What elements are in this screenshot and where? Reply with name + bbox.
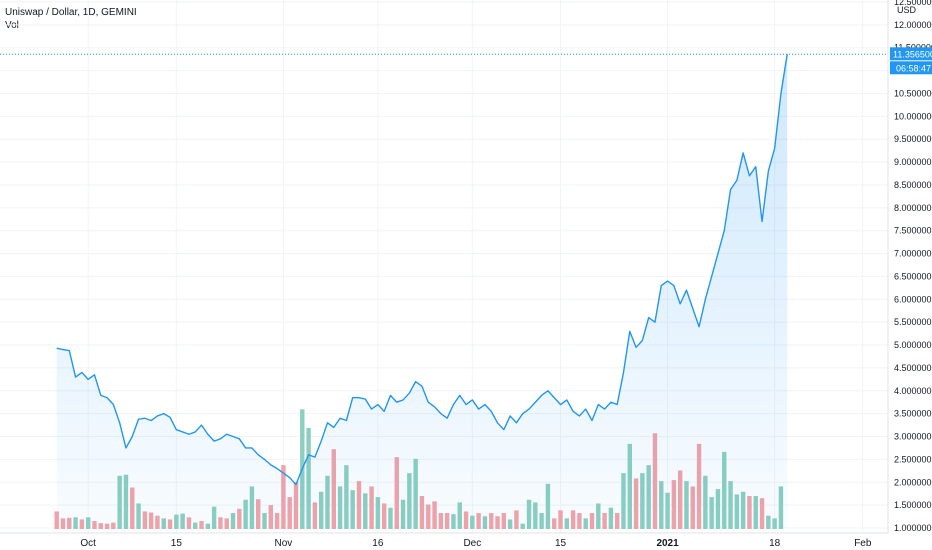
x-tick-label: 15 (555, 538, 567, 549)
y-tick-label: 12.500000 (894, 0, 932, 7)
y-tick-label: 8.500000 (894, 180, 932, 190)
y-tick-label: 5.000000 (894, 340, 932, 350)
y-tick-label: 10.000000 (894, 111, 932, 121)
x-tick-label: Nov (275, 538, 293, 549)
y-tick-label: 6.500000 (894, 271, 932, 281)
chart-title: Uniswap / Dollar, 1D, GEMINI (5, 7, 137, 18)
countdown-badge (890, 61, 932, 75)
chart-legend: Uniswap / Dollar, 1D, GEMINI Vol (5, 6, 137, 32)
price-axis-background (888, 0, 932, 550)
x-tick-label: Feb (854, 538, 872, 549)
time-axis[interactable]: Oct 15 Nov 16 Dec 15 2021 18 Feb (80, 538, 871, 549)
x-tick-label: 16 (372, 538, 384, 549)
y-tick-label: 3.000000 (894, 432, 932, 442)
y-tick-label: 7.500000 (894, 226, 932, 236)
y-tick-label: 1.500000 (894, 500, 932, 510)
y-tick-label: 9.500000 (894, 134, 932, 144)
x-tick-label: Oct (80, 538, 96, 549)
y-tick-label: 3.500000 (894, 409, 932, 419)
price-line-group (56, 54, 788, 486)
y-tick-label: 10.500000 (894, 88, 932, 98)
y-tick-label: 7.000000 (894, 249, 932, 259)
time-axis-background (0, 533, 888, 550)
price-area-fill (56, 54, 788, 528)
y-tick-label: 12.000000 (894, 20, 932, 30)
price-line (56, 54, 788, 486)
y-tick-label: 6.000000 (894, 294, 932, 304)
y-tick-label: 8.000000 (894, 203, 932, 213)
price-axis[interactable]: 12.50000012.00000011.50000011.00000010.5… (894, 0, 932, 533)
x-tick-label: Dec (463, 538, 481, 549)
last-price-badges: 11.356500 06:58:47 (890, 47, 932, 75)
y-tick-label: 1.000000 (894, 523, 932, 533)
y-tick-label: 9.000000 (894, 157, 932, 167)
x-tick-label: 2021 (656, 538, 679, 549)
price-area (56, 54, 788, 528)
last-price-badge (890, 47, 932, 61)
y-tick-label: 4.500000 (894, 363, 932, 373)
x-tick-label: 18 (769, 538, 781, 549)
countdown-badge-text: 06:58:47 (896, 63, 931, 73)
volume-indicator-label: Vol (5, 20, 19, 31)
last-price-badge-text: 11.356500 (893, 49, 932, 59)
y-tick-label: 2.500000 (894, 454, 932, 464)
y-tick-label: 2.000000 (894, 477, 932, 487)
currency-unit: USD (897, 5, 917, 15)
y-tick-label: 4.000000 (894, 386, 932, 396)
x-tick-label: 15 (171, 538, 183, 549)
y-tick-label: 5.500000 (894, 317, 932, 327)
